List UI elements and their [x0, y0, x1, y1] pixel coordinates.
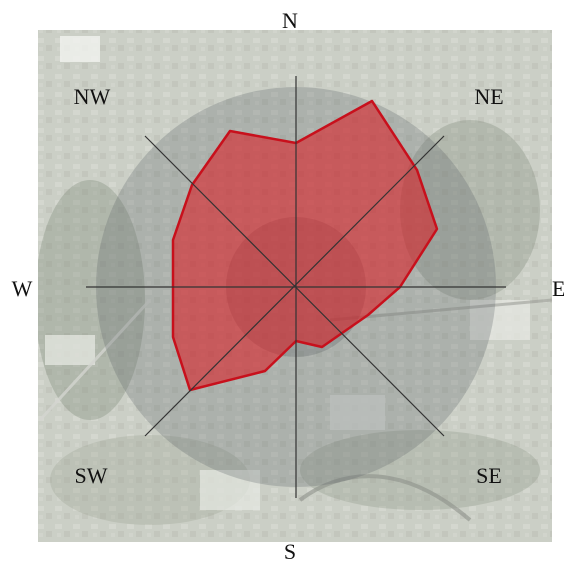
label-north: N	[282, 8, 298, 33]
label-east: E	[552, 276, 564, 301]
label-northwest: NW	[74, 84, 111, 109]
axis-ne-sw	[144, 135, 445, 437]
label-northeast: NE	[474, 84, 503, 109]
label-south: S	[284, 539, 296, 564]
compass-axes	[86, 76, 506, 498]
label-southeast: SE	[476, 463, 502, 488]
label-southwest: SW	[75, 463, 108, 488]
label-west: W	[12, 276, 33, 301]
